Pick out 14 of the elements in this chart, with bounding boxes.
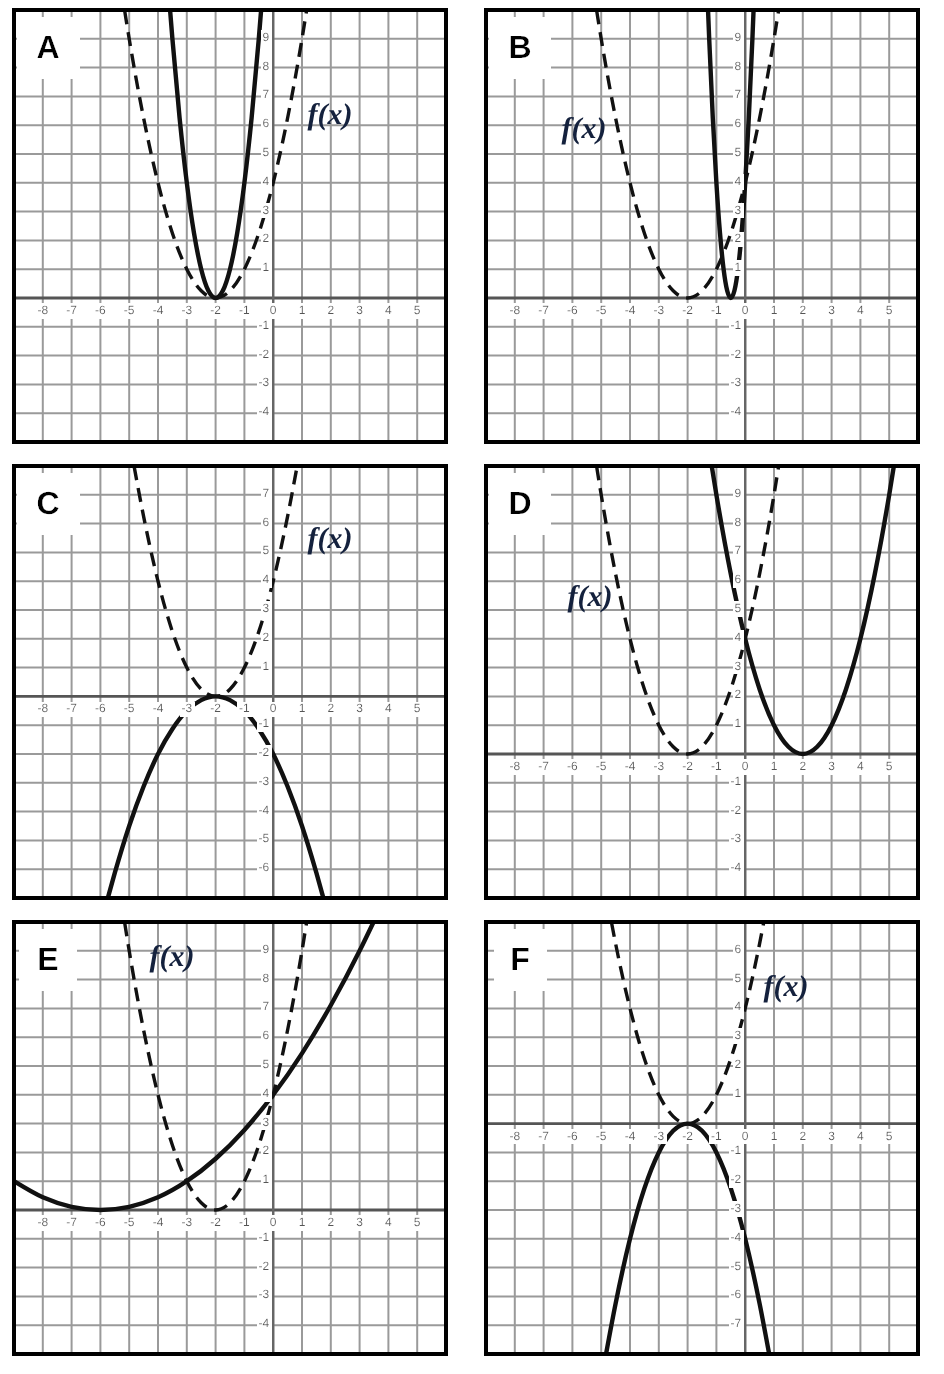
line-series bbox=[122, 8, 309, 300]
series-label: f(x) bbox=[307, 100, 353, 132]
series-label: f(x) bbox=[561, 114, 607, 146]
text: B bbox=[508, 31, 532, 65]
text: E bbox=[37, 943, 60, 977]
series-label: f(x) bbox=[763, 972, 809, 1004]
series-label: f(x) bbox=[567, 582, 613, 614]
series-label: f(x) bbox=[149, 942, 195, 974]
text: F bbox=[510, 943, 531, 977]
text: A bbox=[36, 31, 61, 65]
series-label: f(x) bbox=[307, 524, 353, 556]
text: D bbox=[508, 487, 532, 521]
text: C bbox=[36, 487, 61, 521]
line-series bbox=[11, 920, 376, 1213]
